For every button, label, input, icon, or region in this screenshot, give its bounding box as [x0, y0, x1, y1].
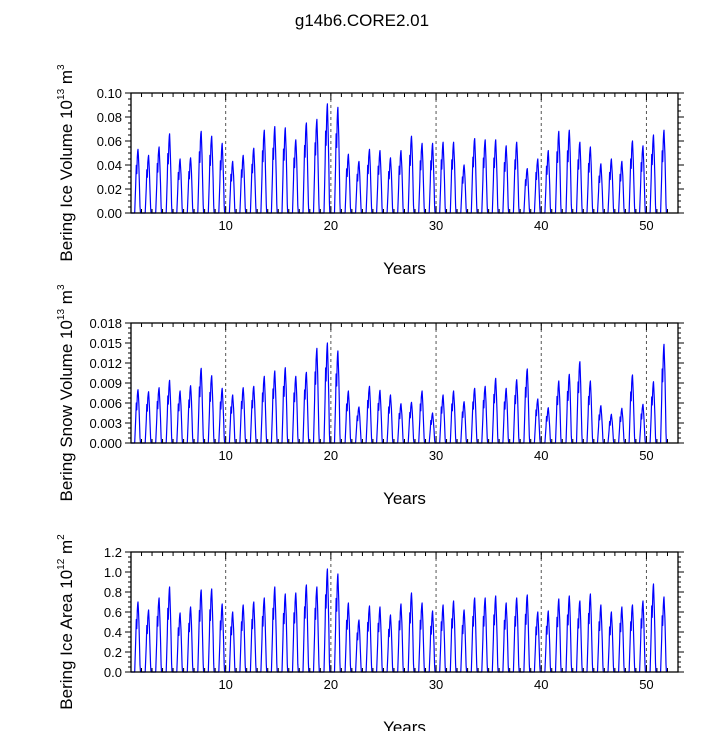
ice-area-panel: 10 20 30 40 50 0.0 0.2 0.4 0.6 0.8 1.0 1.2 Years Beri… [56, 534, 684, 731]
snow-volume-xtick-label: 10 [218, 448, 232, 463]
ice-volume-series-line [131, 103, 667, 214]
snow-volume-ytick-label: 0.015 [89, 336, 122, 351]
ice-volume-xtick-label: 40 [534, 218, 548, 233]
ice-area-xtick-label: 10 [218, 677, 232, 692]
ice-volume-xaxis-label: Years [383, 259, 426, 278]
snow-volume-ytick-label: 0.018 [89, 316, 122, 331]
snow-volume-xtick-label: 30 [429, 448, 443, 463]
snow-volume-ytick-label: 0.012 [89, 356, 122, 371]
ice-area-ytick-label: 0.8 [104, 585, 122, 600]
ice-area-ytick-label: 0.4 [104, 625, 122, 640]
ice-volume-xtick-label: 50 [639, 218, 653, 233]
ice-volume-xtick-label: 20 [324, 218, 338, 233]
ice-volume-panel: 10 20 30 40 50 0.00 0.02 0.04 0.06 0.08 0.10 Years B… [56, 64, 684, 278]
ice-area-ytick-label: 0.6 [104, 605, 122, 620]
ice-volume-yaxis-label: Bering Ice Volume 1013 m3 [56, 64, 76, 262]
ice-volume-ytick-label: 0.08 [97, 110, 122, 125]
snow-volume-xtick-label: 40 [534, 448, 548, 463]
snow-volume-ytick-label: 0.006 [89, 396, 122, 411]
ice-area-ytick-label: 1.0 [104, 565, 122, 580]
ice-volume-xtick-label: 10 [218, 218, 232, 233]
ice-area-series-line [131, 568, 667, 673]
snow-volume-ytick-label: 0.009 [89, 376, 122, 391]
ice-area-ytick-label: 1.2 [104, 545, 122, 560]
ice-volume-ytick-label: 0.00 [97, 206, 122, 221]
ice-volume-ytick-label: 0.02 [97, 182, 122, 197]
ice-volume-ytick-label: 0.04 [97, 158, 122, 173]
snow-volume-ytick-label: 0.003 [89, 416, 122, 431]
snow-volume-ytick-label: 0.000 [89, 436, 122, 451]
ice-area-ytick-label: 0.2 [104, 645, 122, 660]
snow-volume-xtick-label: 20 [324, 448, 338, 463]
figure-title: g14b6.CORE2.01 [295, 11, 429, 30]
ice-area-xtick-label: 50 [639, 677, 653, 692]
ice-area-yaxis-label: Bering Ice Area 1012 m2 [56, 534, 76, 710]
ice-volume-xtick-label: 30 [429, 218, 443, 233]
snow-volume-yaxis-label: Bering Snow Volume 1013 m3 [56, 284, 76, 501]
ice-volume-ytick-label: 0.10 [97, 86, 122, 101]
ice-area-ytick-label: 0.0 [104, 665, 122, 680]
ice-area-xaxis-label: Years [383, 718, 426, 731]
snow-volume-xaxis-label: Years [383, 489, 426, 508]
snow-volume-xtick-label: 50 [639, 448, 653, 463]
ice-area-xtick-label: 30 [429, 677, 443, 692]
ice-area-xtick-label: 20 [324, 677, 338, 692]
snow-volume-panel: 10 20 30 40 50 0.000 0.003 0.006 0.009 0.012 0.015… [56, 284, 684, 508]
ice-volume-ytick-label: 0.06 [97, 134, 122, 149]
ice-area-xtick-label: 40 [534, 677, 548, 692]
snow-volume-series-line [131, 342, 667, 444]
